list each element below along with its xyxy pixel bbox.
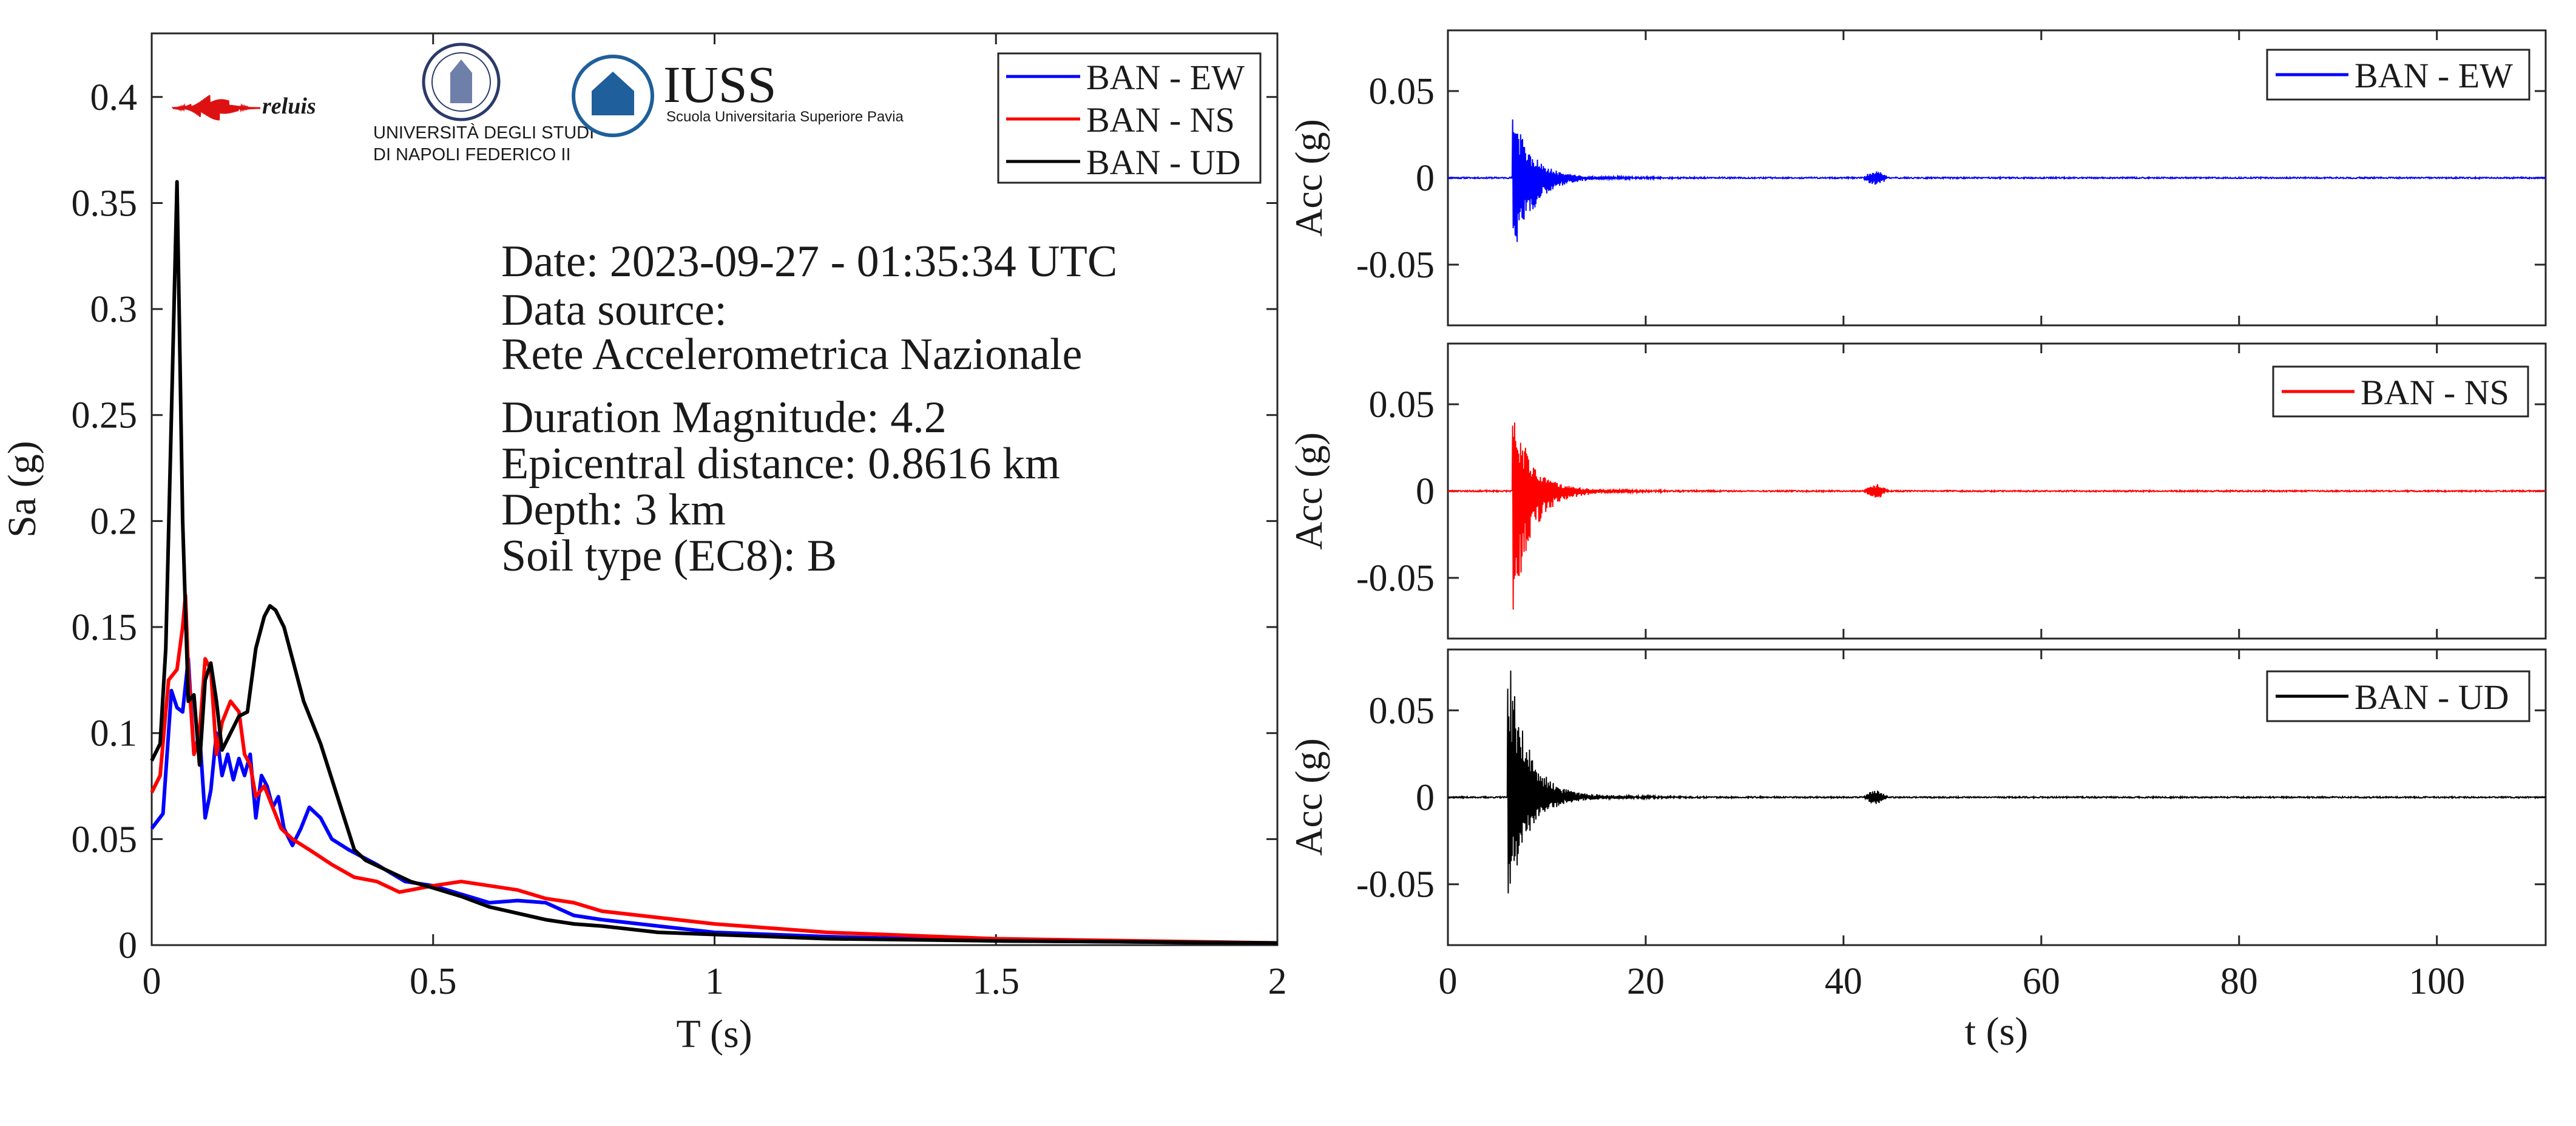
accel-ud-legend-label: BAN - UD	[2355, 677, 2509, 717]
event-info-soil: Soil type (EC8): B	[501, 531, 837, 581]
iuss-logo-title: IUSS	[663, 55, 776, 114]
accel-ew-legend: BAN - EW	[2266, 49, 2530, 101]
accel-ew-ticks: 0.05 0 -0.05	[1356, 30, 2546, 325]
accel-ew-y-tick-label: 0.05	[1369, 71, 1435, 112]
accel-ud-y-tick-label: 0.05	[1369, 690, 1435, 731]
spectra-y-tick-label: 0.15	[72, 607, 138, 648]
event-info-magnitude: Duration Magnitude: 4.2	[501, 393, 947, 443]
spectra-x-tick-label: 0	[143, 961, 161, 1002]
event-info: Date: 2023-09-27 - 01:35:34 UTC Data sou…	[501, 237, 1117, 581]
spectra-x-tick-label: 1	[705, 961, 724, 1002]
spectra-axes-box	[150, 32, 1279, 946]
legend-label-ew: BAN - EW	[1086, 58, 1245, 97]
spectra-y-tick-label: 0.1	[90, 713, 138, 755]
spectra-y-tick-label: 0.35	[72, 183, 138, 224]
accel-ud-y-axis-label: Acc (g)	[1287, 738, 1330, 856]
legend-label-ns: BAN - NS	[1086, 100, 1235, 140]
spectra-ticks: 0 0.5 1 1.5 2 0 0.05 0.1 0.15 0.2 0.25 0.3 0.35 0.4	[72, 33, 1287, 1002]
spectra-panel: 0 0.5 1 1.5 2 0 0.05 0.1 0.15 0.2 0.25 0.3 0.35 0.4 S…	[0, 32, 1287, 1056]
legend-label-ud: BAN - UD	[1086, 143, 1241, 182]
spectra-y-tick-label: 0.2	[90, 501, 138, 542]
accel-ud-y-tick-label: -0.05	[1356, 864, 1435, 906]
accel-ew-y-tick-label: -0.05	[1356, 245, 1435, 286]
event-info-source-label: Data source:	[501, 285, 727, 335]
unina-logo: UNIVERSITÀ DEGLI STUDI DI NAPOLI FEDERIC…	[373, 42, 594, 164]
accel-x-tick-label: 0	[1439, 961, 1458, 1002]
spectra-x-tick-label: 1.5	[973, 961, 1020, 1002]
accel-x-tick-label: 20	[1627, 961, 1665, 1002]
accel-ns-y-tick-label: -0.05	[1356, 558, 1435, 599]
spectra-y-tick-label: 0.25	[72, 395, 138, 436]
accel-ns-trace-line	[1447, 422, 2546, 610]
accel-x-tick-label: 100	[2409, 961, 2465, 1002]
spectra-y-tick-label: 0.3	[90, 289, 138, 330]
accel-ns-y-axis-label: Acc (g)	[1287, 432, 1330, 550]
accel-ns-ticks: 0.05 0 -0.05	[1356, 344, 2546, 639]
spectra-x-tick-label: 0.5	[410, 961, 457, 1002]
spectrum-line-ud	[150, 180, 1278, 945]
reluis-logo-text: reluis	[262, 93, 316, 119]
spectra-x-tick-label: 2	[1268, 961, 1287, 1002]
accel-ud-y-tick-label: 0	[1416, 778, 1435, 819]
accel-ns-trace	[1447, 422, 2546, 610]
accel-ud-legend: BAN - UD	[2266, 670, 2530, 722]
spectra-y-tick-label: 0.4	[90, 77, 138, 118]
unina-logo-line2: DI NAPOLI FEDERICO II	[373, 145, 571, 164]
accel-ud-trace	[1447, 670, 2546, 894]
accel-ew-trace	[1447, 119, 2546, 242]
accel-ew-y-axis-label: Acc (g)	[1287, 119, 1330, 237]
event-info-distance: Epicentral distance: 0.8616 km	[501, 439, 1060, 489]
spectra-y-axis-label: Sa (g)	[0, 441, 44, 537]
accel-ud-ticks: 0.05 0 -0.05 0 20 40 60 80 100	[1356, 649, 2546, 1002]
accel-ns-y-tick-label: 0	[1416, 471, 1435, 512]
event-info-source-name: Rete Accelerometrica Nazionale	[501, 330, 1082, 379]
accel-x-tick-label: 60	[2023, 961, 2060, 1002]
accel-ew-trace-line	[1447, 119, 2546, 242]
accel-x-axis-label: t (s)	[1965, 1009, 2028, 1054]
accel-ew-legend-label: BAN - EW	[2355, 56, 2513, 95]
accel-ud-panel: 0.05 0 -0.05 0 20 40 60 80 100 Acc (g) t (s) BAN…	[1287, 648, 2547, 1054]
spectra-x-axis-label: T (s)	[676, 1012, 752, 1056]
spectra-y-tick-label: 0.05	[72, 819, 138, 860]
event-info-depth: Depth: 3 km	[501, 485, 726, 535]
accel-ns-y-tick-label: 0.05	[1369, 384, 1435, 426]
spectra-y-tick-label: 0	[118, 925, 137, 966]
accel-ew-y-tick-label: 0	[1416, 158, 1435, 199]
accel-x-tick-label: 40	[1825, 961, 1862, 1002]
event-info-date: Date: 2023-09-27 - 01:35:34 UTC	[501, 237, 1117, 287]
accel-ew-panel: 0.05 0 -0.05 Acc (g) BAN - EW	[1287, 29, 2547, 327]
accel-ns-panel: 0.05 0 -0.05 Acc (g) BAN - NS	[1287, 342, 2547, 640]
iuss-logo-subtitle: Scuola Universitaria Superiore Pavia	[666, 109, 904, 125]
iuss-logo: IUSS Scuola Universitaria Superiore Pavi…	[572, 55, 904, 137]
accel-ns-legend: BAN - NS	[2272, 365, 2529, 418]
accel-ud-trace-line	[1447, 670, 2546, 894]
spectra-legend: BAN - EW BAN - NS BAN - UD	[997, 52, 1262, 184]
unina-logo-line1: UNIVERSITÀ DEGLI STUDI	[373, 123, 594, 143]
accel-ns-legend-label: BAN - NS	[2361, 373, 2509, 412]
reluis-logo: reluis	[172, 93, 316, 121]
accel-x-tick-label: 80	[2220, 961, 2258, 1002]
spectra-lines	[150, 180, 1278, 945]
